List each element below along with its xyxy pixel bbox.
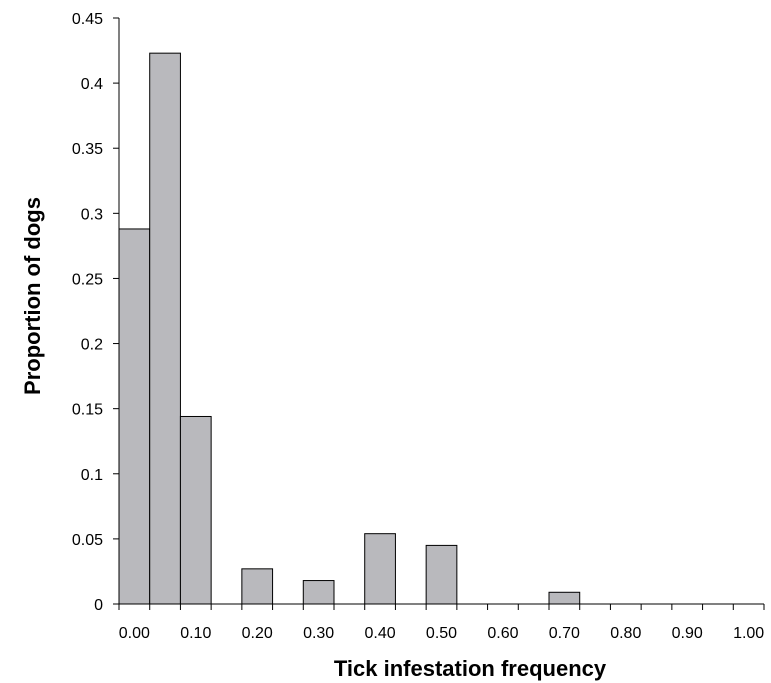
- x-tick-label: 0.00: [119, 625, 150, 642]
- y-tick-label: 0.35: [72, 141, 103, 158]
- histogram-bar: [302, 580, 335, 605]
- y-tick-label: 0.1: [81, 467, 103, 484]
- histogram-bar: [364, 533, 396, 605]
- x-tick-label: 0.50: [426, 625, 457, 642]
- y-tick-label: 0.05: [72, 532, 103, 549]
- x-tick-label: 1.00: [733, 625, 764, 642]
- x-axis-ticks: 0.00 0.10 0.20 0.30 0.40 0.50 0.60 0.70 0.80 0.90…: [118, 604, 765, 642]
- y-tick-label: 0: [94, 597, 103, 614]
- y-tick-label: 0.3: [81, 206, 103, 223]
- y-axis-ticks: 0 0.05 0.1 0.15 0.2 0.25 0.3 0.35 0.4 0.45: [72, 11, 119, 614]
- x-tick-label: 0.80: [610, 625, 641, 642]
- histogram-bar: [425, 544, 458, 605]
- x-axis-title: Tick infestation frequency: [334, 656, 607, 681]
- bars-layer: [118, 52, 581, 605]
- y-tick-label: 0.2: [81, 337, 103, 354]
- histogram-bar: [118, 228, 151, 605]
- histogram-bar: [149, 52, 181, 605]
- y-tick-label: 0.25: [72, 271, 103, 288]
- y-tick-label: 0.15: [72, 402, 103, 419]
- axes-layer: [118, 18, 764, 605]
- histogram-bar: [548, 591, 581, 605]
- x-tick-label: 0.60: [487, 625, 518, 642]
- x-tick-label: 0.30: [303, 625, 334, 642]
- histogram-bar: [241, 568, 274, 605]
- histogram-bar: [179, 415, 212, 605]
- x-tick-label: 0.20: [242, 625, 273, 642]
- x-tick-label: 0.90: [672, 625, 703, 642]
- y-tick-label: 0.45: [72, 11, 103, 28]
- x-tick-label: 0.40: [365, 625, 396, 642]
- x-tick-label: 0.10: [180, 625, 211, 642]
- x-tick-label: 0.70: [549, 625, 580, 642]
- y-tick-label: 0.4: [81, 76, 103, 93]
- y-axis-title: Proportion of dogs: [20, 197, 45, 395]
